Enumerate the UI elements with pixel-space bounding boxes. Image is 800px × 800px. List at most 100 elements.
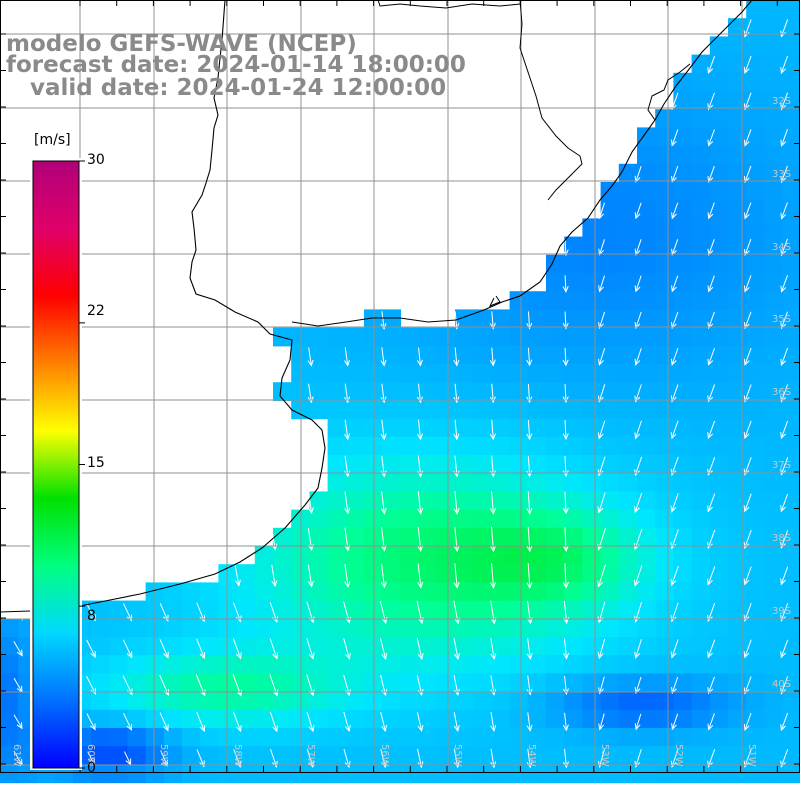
- wind-speed-cell: [418, 600, 438, 620]
- wind-arrow: [343, 638, 351, 660]
- wind-speed-cell: [418, 746, 438, 765]
- wind-speed-cell: [364, 418, 383, 438]
- wind-arrow: [160, 750, 169, 767]
- wind-speed-cell: [709, 109, 729, 128]
- wind-arrow: [598, 239, 605, 256]
- wind-speed-cell: [746, 291, 765, 310]
- wind-speed-cell: [436, 582, 456, 602]
- wind-arrow: [562, 311, 569, 330]
- wind-speed-cell: [145, 582, 165, 602]
- wind-speed-cell: [509, 637, 529, 656]
- wind-speed-cell: [546, 273, 565, 292]
- longitude-labels: 61W 60W 59W 58W 57W 56W 55W 54W 53W 52W 51W: [11, 744, 757, 767]
- wind-speed-cell: [436, 600, 456, 620]
- wind-speed-cell: [728, 254, 747, 274]
- wind-speed-cell: [455, 637, 474, 656]
- wind-speed-cell: [637, 527, 656, 547]
- wind-speed-cell: [600, 582, 620, 602]
- wind-speed-cell: [582, 491, 602, 511]
- wind-speed-cell: [709, 72, 729, 92]
- wind-speed-cell: [709, 509, 729, 529]
- wind-speed-cell: [364, 709, 383, 729]
- wind-speed-cell: [455, 455, 474, 474]
- wind-speed-cell: [345, 709, 365, 729]
- wind-speed-cell: [764, 145, 784, 165]
- wind-speed-cell: [345, 637, 365, 656]
- wind-speed-cell: [600, 764, 620, 784]
- wind-arrow: [453, 748, 460, 769]
- wind-speed-cell: [218, 582, 238, 602]
- wind-speed-cell: [691, 436, 711, 456]
- wind-speed-cell: [527, 582, 547, 602]
- wind-speed-cell: [345, 564, 365, 583]
- wind-speed-cell: [782, 218, 800, 238]
- wind-speed-cell: [400, 527, 420, 547]
- wind-speed-cell: [455, 473, 474, 492]
- wind-arrow: [743, 202, 752, 220]
- wind-speed-cell: [345, 491, 365, 511]
- wind-speed-cell: [691, 691, 711, 711]
- wind-arrow: [707, 529, 716, 550]
- wind-speed-cell: [127, 746, 147, 765]
- wind-arrow: [743, 165, 752, 184]
- wind-speed-cell: [618, 382, 638, 401]
- wind-speed-cell: [182, 582, 201, 602]
- wind-speed-cell: [91, 746, 110, 765]
- wind-speed-cell: [691, 109, 711, 128]
- wind-speed-cell: [546, 309, 565, 329]
- wind-speed-cell: [673, 473, 693, 492]
- wind-arrow: [671, 165, 679, 183]
- wind-speed-cell: [400, 564, 420, 583]
- wind-arrow: [780, 530, 789, 549]
- wind-speed-cell: [345, 618, 365, 638]
- wind-speed-cell: [582, 564, 602, 583]
- latitude-label: 37S: [772, 460, 791, 471]
- wind-speed-cell: [236, 582, 256, 602]
- wind-speed-cell: [309, 546, 329, 565]
- wind-arrow: [13, 604, 24, 621]
- wind-speed-cell: [382, 637, 401, 656]
- wind-arrow: [453, 637, 461, 661]
- wind-speed-cell: [254, 546, 274, 565]
- wind-speed-cell: [455, 764, 474, 784]
- wind-speed-cell: [618, 200, 638, 219]
- wind-speed-cell: [728, 182, 747, 201]
- wind-speed-cell: [127, 637, 147, 656]
- wind-speed-cell: [400, 618, 420, 638]
- wind-speed-cell: [527, 709, 547, 729]
- wind-speed-cell: [782, 145, 800, 165]
- wind-arrow: [344, 419, 351, 441]
- wind-arrow: [707, 55, 716, 74]
- wind-speed-cell: [546, 546, 565, 565]
- wind-arrow: [417, 527, 424, 553]
- wind-arrow: [380, 311, 387, 331]
- wind-speed-cell: [109, 728, 128, 747]
- wind-speed-cell: [218, 728, 238, 747]
- wind-speed-cell: [400, 509, 420, 529]
- wind-speed-cell: [564, 436, 583, 456]
- wind-arrow: [307, 564, 314, 588]
- wind-speed-cell: [673, 709, 693, 729]
- wind-arrow: [707, 676, 715, 695]
- wind-speed-cell: [182, 600, 201, 620]
- wind-arrow: [562, 638, 570, 660]
- wind-speed-cell: [473, 455, 492, 474]
- wind-speed-cell: [382, 473, 401, 492]
- wind-speed-cell: [637, 345, 656, 365]
- wind-speed-cell: [546, 691, 565, 711]
- wind-speed-cell: [418, 673, 438, 693]
- wind-speed-cell: [0, 637, 19, 656]
- wind-speed-cell: [618, 673, 638, 693]
- wind-speed-cell: [254, 691, 274, 711]
- wind-arrow: [707, 129, 715, 147]
- wind-speed-cell: [127, 600, 147, 620]
- wind-arrow: [634, 384, 642, 403]
- wind-arrow: [743, 493, 752, 513]
- wind-arrow: [780, 311, 788, 330]
- wind-arrow: [562, 712, 569, 732]
- wind-speed-cell: [655, 400, 674, 420]
- wind-arrow: [634, 348, 642, 366]
- wind-speed-cell: [473, 764, 492, 784]
- wind-speed-cell: [782, 0, 800, 19]
- wind-speed-cell: [91, 728, 110, 747]
